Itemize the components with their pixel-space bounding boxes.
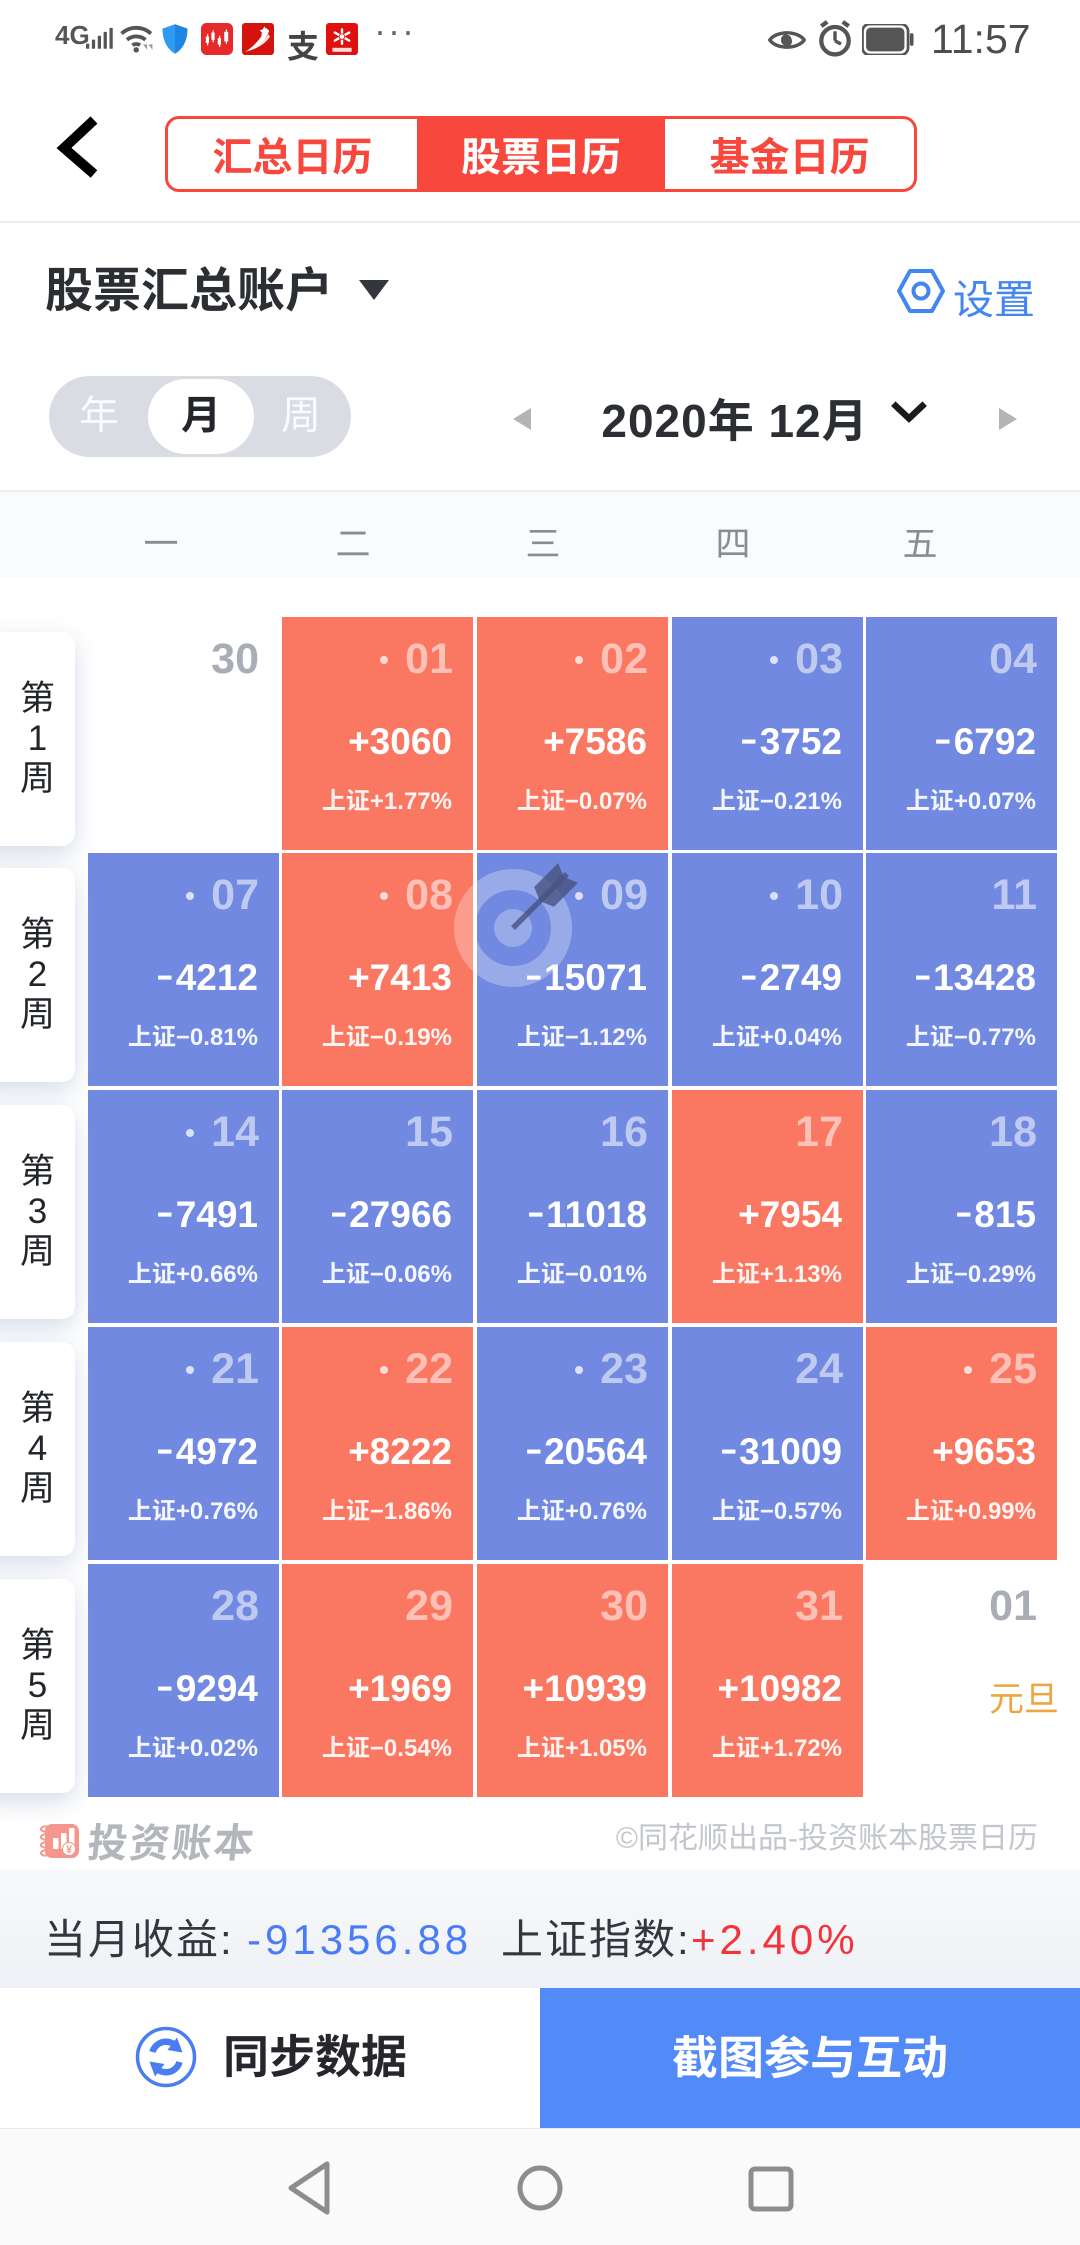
- svg-text:¥: ¥: [66, 1844, 73, 1856]
